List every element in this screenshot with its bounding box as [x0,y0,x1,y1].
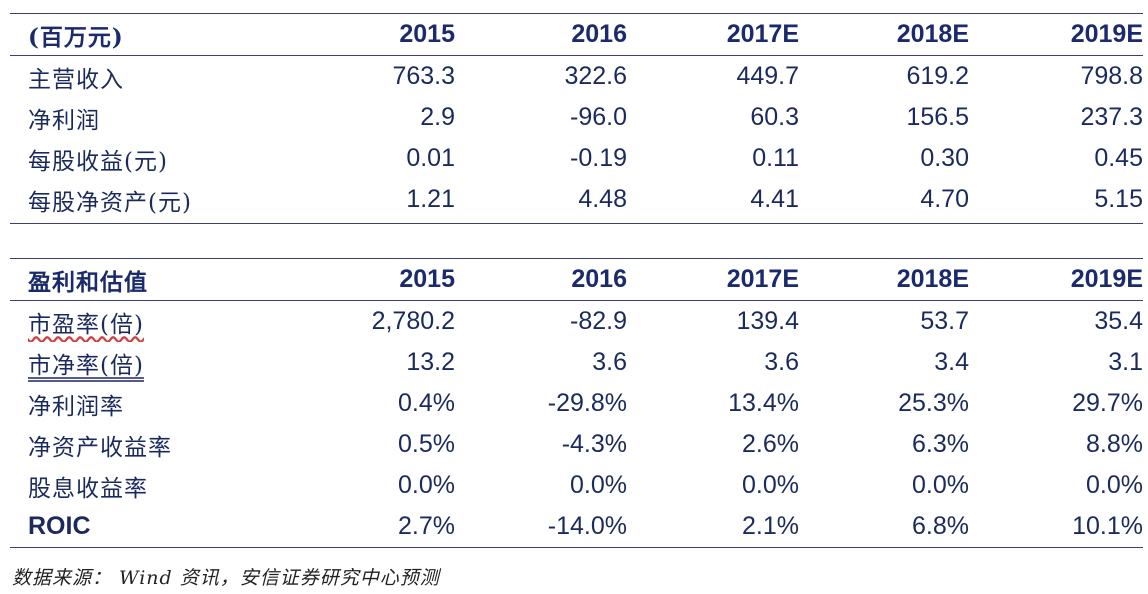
cell-value: -96.0 [570,103,627,131]
cell-value: 13.2 [406,348,455,376]
table1-header-row: (百万元) 2015 2016 2017E 2018E 2019E [10,14,1143,56]
table-row: 每股净资产(元) 1.21 4.48 4.41 4.70 5.15 [10,179,1143,220]
cell-value: 2.9 [420,103,455,131]
table-row: 净资产收益率 0.5% -4.3% 2.6% 6.3% 8.8% [10,424,1143,465]
table2-header-label: 盈利和估值 [28,268,148,296]
table-row: 每股收益(元) 0.01 -0.19 0.11 0.30 0.45 [10,138,1143,179]
cell-value: 0.30 [920,144,969,172]
cell-value: 798.8 [1080,62,1143,90]
table-row: 主营收入 763.3 322.6 449.7 619.2 798.8 [10,56,1143,98]
cell-value: 10.1% [1072,512,1143,540]
cell-value: 2,780.2 [371,307,455,335]
table2-header-2019e: 2019E [1070,265,1143,293]
cell-value: 29.7% [1072,389,1143,417]
cell-value: 237.3 [1080,103,1143,131]
cell-value: 3.6 [764,348,799,376]
table1-header-2017e: 2017E [726,20,799,48]
row-label: 市盈率(倍) [10,301,278,343]
table2-header-2015: 2015 [399,265,455,293]
table-row: 市盈率(倍) 2,780.2 -82.9 139.4 53.7 35.4 [10,301,1143,343]
cell-value: 763.3 [392,62,455,90]
table1-header-2015: 2015 [399,20,455,48]
cell-value: 2.6% [742,430,799,458]
cell-value: 4.48 [578,185,627,213]
cell-value: 2.1% [742,512,799,540]
cell-value: 60.3 [750,103,799,131]
row-label: ROIC [28,512,91,540]
pe-ratio-label: 市盈率(倍) [28,311,144,338]
cell-value: 8.8% [1086,430,1143,458]
cell-value: 35.4 [1094,307,1143,335]
table1-top-rule [10,13,1143,14]
cell-value: 4.41 [750,185,799,213]
table1-header-label: (百万元) [28,23,124,51]
table1-header-2018e: 2018E [896,20,969,48]
cell-value: 25.3% [898,389,969,417]
cell-value: 449.7 [736,62,799,90]
cell-value: 5.15 [1094,185,1143,213]
cell-value: 619.2 [906,62,969,90]
cell-value: 0.0% [398,471,455,499]
cell-value: 0.11 [752,144,799,172]
row-label: 股息收益率 [28,475,148,502]
cell-value: -82.9 [570,307,627,335]
table2-top-rule [10,258,1143,259]
table2-bottom-rule [10,547,1143,548]
cell-value: 0.0% [912,471,969,499]
table2-header-2017e: 2017E [726,265,799,293]
pb-ratio-label: 市净率(倍) [28,352,144,379]
cell-value: -4.3% [561,430,627,458]
table-row: 净利润率 0.4% -29.8% 13.4% 25.3% 29.7% [10,383,1143,424]
table1-bottom-rule [10,223,1143,224]
cell-value: -0.19 [570,144,627,172]
cell-value: 0.0% [1086,471,1143,499]
table-row: ROIC 2.7% -14.0% 2.1% 6.8% 10.1% [10,506,1143,547]
cell-value: 156.5 [906,103,969,131]
cell-value: 3.4 [934,348,969,376]
row-label: 市净率(倍) [10,342,278,383]
source-note: 数据来源： Wind 资讯，安信证券研究中心预测 [12,567,440,589]
row-label: 净利润率 [28,393,124,420]
cell-value: 3.6 [592,348,627,376]
row-label: 净资产收益率 [28,434,172,461]
financial-summary-table: (百万元) 2015 2016 2017E 2018E 2019E 主营收入 7… [10,14,1143,220]
table2-header-row: 盈利和估值 2015 2016 2017E 2018E 2019E [10,259,1143,301]
table2-header-2016: 2016 [571,265,627,293]
table-row: 净利润 2.9 -96.0 60.3 156.5 237.3 [10,97,1143,138]
cell-value: -14.0% [547,512,627,540]
cell-value: 13.4% [728,389,799,417]
table-row: 股息收益率 0.0% 0.0% 0.0% 0.0% 0.0% [10,465,1143,506]
cell-value: 53.7 [920,307,969,335]
cell-value: 6.3% [912,430,969,458]
row-label: 每股收益(元) [28,148,168,175]
cell-value: 0.0% [570,471,627,499]
table1-header-2016: 2016 [571,20,627,48]
cell-value: 0.5% [398,430,455,458]
row-label: 主营收入 [28,66,124,93]
cell-value: 322.6 [564,62,627,90]
cell-value: 6.8% [912,512,969,540]
cell-value: 4.70 [920,185,969,213]
cell-value: 2.7% [398,512,455,540]
cell-value: 139.4 [736,307,799,335]
valuation-table: 盈利和估值 2015 2016 2017E 2018E 2019E 市盈率(倍)… [10,259,1143,547]
cell-value: 0.4% [398,389,455,417]
table1-header-2019e: 2019E [1070,20,1143,48]
cell-value: 0.45 [1094,144,1143,172]
row-label: 每股净资产(元) [28,189,192,216]
cell-value: 3.1 [1108,348,1143,376]
table-row: 市净率(倍) 13.2 3.6 3.6 3.4 3.1 [10,342,1143,383]
cell-value: 0.01 [406,144,455,172]
cell-value: 0.0% [742,471,799,499]
cell-value: 1.21 [406,185,455,213]
cell-value: -29.8% [547,389,627,417]
row-label: 净利润 [28,107,100,134]
table2-header-2018e: 2018E [896,265,969,293]
